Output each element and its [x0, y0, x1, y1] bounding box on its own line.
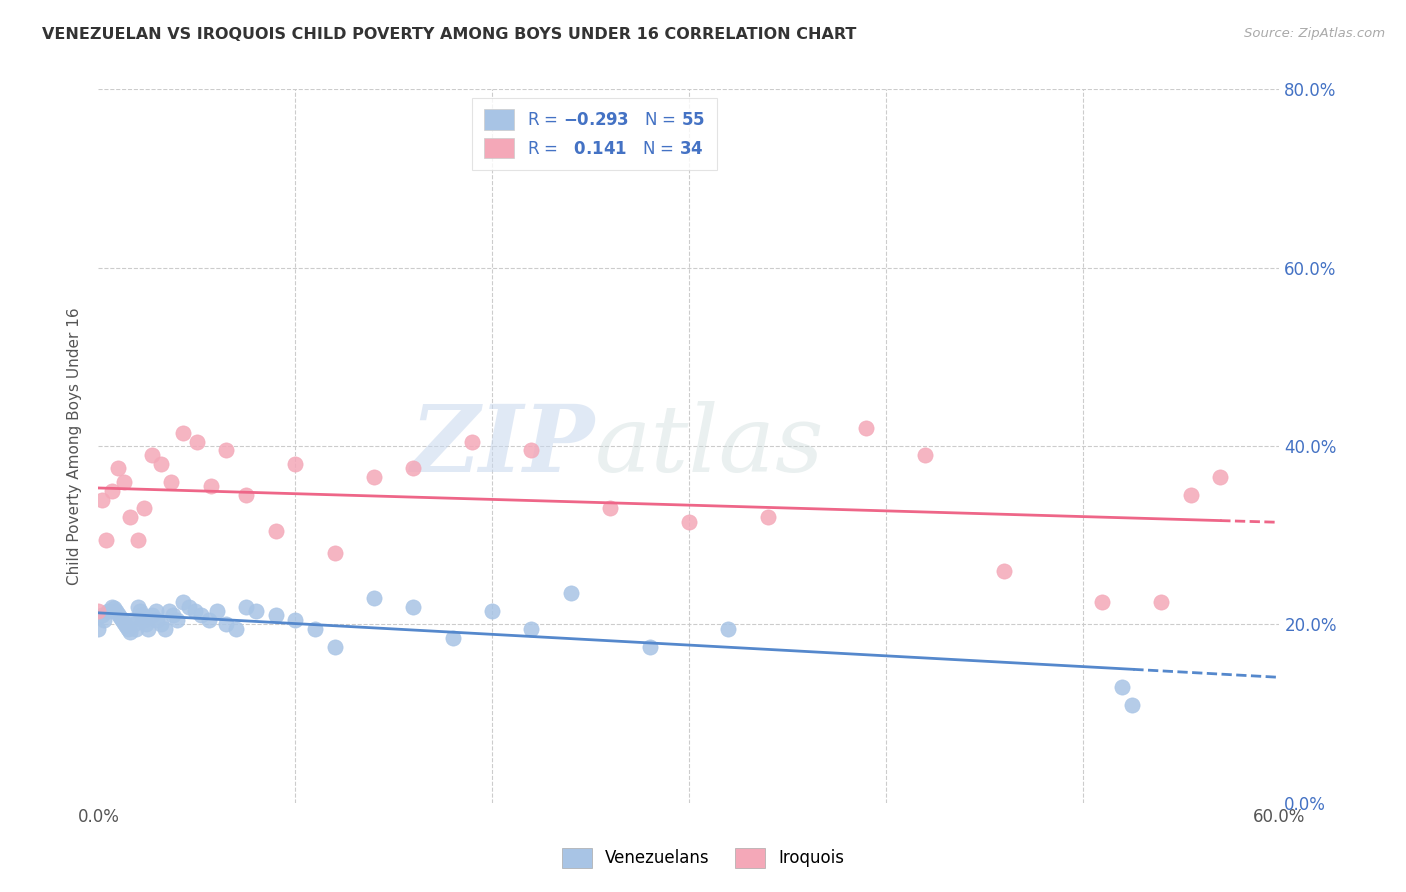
Point: [520, 622, 543, 636]
Point: [177, 599, 200, 614]
Point: [914, 448, 936, 462]
Point: [1111, 680, 1133, 694]
Point: [112, 615, 135, 630]
Point: [197, 613, 219, 627]
Point: [402, 599, 425, 614]
Point: [150, 617, 173, 632]
Point: [150, 457, 173, 471]
Point: [127, 533, 149, 547]
Point: [97, 604, 120, 618]
Point: [132, 501, 155, 516]
Point: [132, 613, 155, 627]
Point: [284, 457, 307, 471]
Point: [245, 604, 267, 618]
Text: Source: ZipAtlas.com: Source: ZipAtlas.com: [1244, 27, 1385, 40]
Point: [215, 443, 238, 458]
Point: [115, 619, 138, 633]
Point: [108, 610, 131, 624]
Point: [1091, 595, 1114, 609]
Point: [166, 613, 188, 627]
Point: [103, 601, 125, 615]
Point: [172, 595, 194, 609]
Point: [128, 604, 150, 618]
Point: [87, 604, 110, 618]
Point: [678, 515, 700, 529]
Point: [117, 622, 139, 636]
Point: [756, 510, 779, 524]
Point: [107, 461, 129, 475]
Point: [112, 475, 135, 489]
Point: [131, 608, 153, 623]
Point: [225, 622, 247, 636]
Text: atlas: atlas: [595, 401, 824, 491]
Point: [560, 586, 582, 600]
Point: [101, 483, 124, 498]
Point: [91, 492, 114, 507]
Point: [264, 608, 287, 623]
Text: VENEZUELAN VS IROQUOIS CHILD POVERTY AMONG BOYS UNDER 16 CORRELATION CHART: VENEZUELAN VS IROQUOIS CHILD POVERTY AMO…: [42, 27, 856, 42]
Point: [215, 617, 238, 632]
Point: [235, 599, 257, 614]
Point: [186, 434, 208, 449]
Point: [461, 434, 484, 449]
Legend: Venezuelans, Iroquois: Venezuelans, Iroquois: [555, 841, 851, 875]
Legend: R = $\mathbf{-0.293}$   N = $\mathbf{55}$, R =  $\mathbf{\ 0.141}$   N = $\mathb: R = $\mathbf{-0.293}$ N = $\mathbf{55}$,…: [472, 97, 717, 169]
Point: [323, 640, 346, 654]
Point: [105, 604, 128, 618]
Point: [481, 604, 503, 618]
Point: [284, 613, 307, 627]
Point: [200, 479, 222, 493]
Point: [118, 624, 141, 639]
Point: [160, 475, 183, 489]
Point: [111, 613, 134, 627]
Point: [91, 608, 114, 623]
Point: [441, 631, 464, 645]
Point: [1209, 470, 1232, 484]
Point: [135, 617, 157, 632]
Point: [638, 640, 661, 654]
Point: [122, 617, 145, 632]
Point: [107, 607, 129, 621]
Point: [323, 546, 346, 560]
Point: [87, 622, 110, 636]
Point: [235, 488, 257, 502]
Point: [136, 622, 159, 636]
Point: [304, 622, 326, 636]
Point: [145, 604, 167, 618]
Point: [717, 622, 740, 636]
Point: [96, 533, 118, 547]
Point: [264, 524, 287, 538]
Point: [1180, 488, 1202, 502]
Point: [162, 608, 184, 623]
Point: [121, 613, 143, 627]
Point: [520, 443, 543, 458]
Point: [141, 608, 163, 623]
Point: [599, 501, 621, 516]
Point: [157, 604, 180, 618]
Point: [172, 425, 194, 440]
Point: [363, 470, 385, 484]
Point: [155, 622, 177, 636]
Point: [141, 448, 163, 462]
Point: [190, 608, 212, 623]
Point: [1150, 595, 1173, 609]
Point: [125, 622, 148, 636]
Point: [118, 510, 141, 524]
Text: ZIP: ZIP: [411, 401, 595, 491]
Y-axis label: Child Poverty Among Boys Under 16: Child Poverty Among Boys Under 16: [67, 307, 83, 585]
Point: [93, 613, 115, 627]
Point: [1121, 698, 1143, 712]
Point: [402, 461, 425, 475]
Point: [363, 591, 385, 605]
Point: [146, 613, 169, 627]
Point: [127, 599, 149, 614]
Point: [184, 604, 207, 618]
Point: [993, 564, 1015, 578]
Point: [205, 604, 228, 618]
Point: [855, 421, 877, 435]
Point: [101, 599, 124, 614]
